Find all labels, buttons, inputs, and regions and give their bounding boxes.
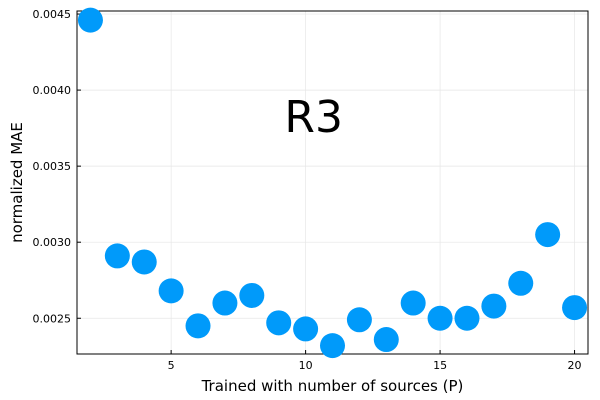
- data-point: [158, 278, 184, 304]
- x-axis-label: Trained with number of sources (P): [201, 377, 464, 395]
- plot-frame: [76, 10, 589, 355]
- data-point: [212, 290, 238, 316]
- y-axis-label: normalized MAE: [8, 122, 26, 243]
- x-tick-label: 15: [433, 359, 447, 372]
- y-tick-label: 0.0035: [33, 160, 72, 173]
- data-point: [239, 282, 265, 308]
- y-tick-label: 0.0040: [33, 84, 72, 97]
- x-tick-label: 20: [568, 359, 582, 372]
- grid: [77, 11, 588, 354]
- y-tick-label: 0.0045: [33, 8, 72, 21]
- data-point: [481, 293, 507, 319]
- x-axis-ticks: 5 10 15 20: [168, 350, 582, 372]
- data-point: [266, 310, 292, 336]
- y-tick-label: 0.0025: [33, 312, 72, 325]
- data-points: [77, 7, 588, 359]
- data-point: [562, 295, 588, 321]
- data-point: [346, 307, 372, 333]
- y-tick-label: 0.0030: [33, 236, 72, 249]
- data-point: [320, 333, 345, 359]
- data-point: [373, 327, 399, 353]
- data-point: [454, 305, 480, 331]
- data-point: [131, 249, 157, 275]
- data-point: [400, 290, 426, 316]
- data-point: [535, 222, 561, 248]
- chart-annotation: R3: [284, 92, 343, 143]
- data-point: [508, 270, 534, 296]
- data-point: [293, 316, 319, 342]
- x-tick-label: 10: [299, 359, 313, 372]
- data-point: [77, 7, 103, 33]
- x-tick-label: 5: [168, 359, 175, 372]
- y-axis-ticks: 0.0025 0.0030 0.0035 0.0040 0.0045: [33, 8, 81, 325]
- data-point: [104, 243, 130, 269]
- data-point: [427, 305, 453, 331]
- data-point: [185, 313, 211, 339]
